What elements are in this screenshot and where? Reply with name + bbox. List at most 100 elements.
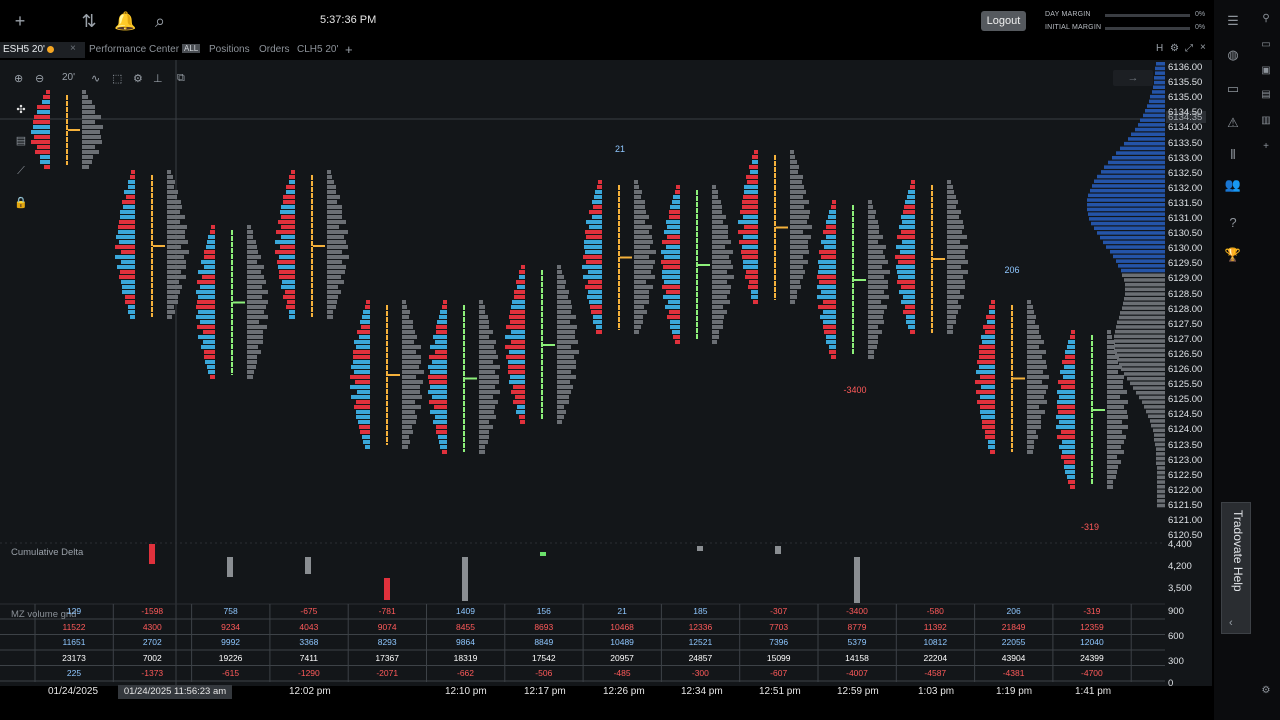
- select-icon[interactable]: ⬚: [112, 73, 123, 85]
- bid-bar: [906, 315, 915, 319]
- bid-bar: [517, 405, 525, 409]
- bid-bar: [275, 250, 295, 254]
- alert-icon[interactable]: ⚠: [1227, 115, 1239, 130]
- indicator-icon[interactable]: ∿: [91, 73, 101, 85]
- volume-bar: [327, 215, 342, 219]
- bid-bar: [753, 300, 758, 304]
- close-icon[interactable]: ×: [1200, 42, 1206, 53]
- bid-bar: [122, 285, 135, 289]
- crosshair-icon[interactable]: ✣: [16, 104, 26, 116]
- volume-bar: [327, 230, 348, 234]
- zoom-in-icon[interactable]: ⊕: [14, 73, 24, 85]
- community-icon[interactable]: 👥: [1224, 177, 1242, 192]
- columns-icon[interactable]: ⦀: [1230, 147, 1236, 162]
- help-icon[interactable]: ?: [1229, 215, 1237, 230]
- tab-esh5[interactable]: ESH5 20': [3, 44, 45, 55]
- bid-bar: [360, 320, 370, 324]
- close-tab-icon[interactable]: ×: [70, 43, 76, 54]
- bid-bar: [979, 350, 995, 354]
- volume-bar: [479, 320, 489, 324]
- profile-bar: [1128, 137, 1165, 141]
- gear-icon[interactable]: ⚙: [1170, 43, 1179, 54]
- bid-bar: [1062, 360, 1075, 364]
- scroll-right-icon[interactable]: →: [1113, 70, 1153, 86]
- mz-grid-cell: -615: [222, 668, 240, 678]
- tab-clh5[interactable]: CLH5 20': [297, 44, 339, 55]
- volume-bar: [1107, 480, 1113, 484]
- settings-icon[interactable]: ⚙: [133, 73, 143, 85]
- sliders-icon[interactable]: ☰: [1227, 13, 1239, 28]
- lock-icon[interactable]: 🔒: [14, 197, 28, 209]
- tab-orders[interactable]: Orders: [259, 44, 290, 55]
- logout-button[interactable]: Logout: [981, 11, 1026, 31]
- chart-area[interactable]: [0, 60, 1212, 686]
- volume-bar: [634, 235, 652, 239]
- add-icon[interactable]: +: [1263, 141, 1269, 152]
- settings-gear-icon[interactable]: ⚙: [1261, 685, 1271, 696]
- volume-bar: [167, 265, 186, 269]
- profile-bar: [1145, 109, 1165, 113]
- add-tab-icon[interactable]: +: [345, 42, 353, 57]
- bid-bar: [118, 225, 135, 229]
- mz-grid-cell: 12521: [688, 637, 713, 647]
- volume-bar: [167, 240, 188, 244]
- trophy-icon[interactable]: 🏆: [1224, 247, 1242, 262]
- book-icon[interactable]: ▥: [1261, 115, 1271, 126]
- tab-performance-center[interactable]: Performance Center: [89, 44, 180, 55]
- h-icon[interactable]: H: [1156, 43, 1164, 54]
- bid-bar: [33, 125, 50, 129]
- volume-bar: [557, 340, 578, 344]
- bid-bar: [983, 325, 995, 329]
- pin-icon[interactable]: ⚲: [1262, 13, 1270, 24]
- plus-icon[interactable]: +: [14, 11, 26, 31]
- footprint-chart[interactable]: 21 206 -3400 -319: [0, 60, 1212, 686]
- bid-bar: [434, 405, 447, 409]
- bid-bar: [910, 330, 915, 334]
- bid-bar: [976, 390, 995, 394]
- bid-bar: [117, 265, 135, 269]
- bid-bar: [981, 385, 995, 389]
- mz-grid-cell: 21849: [1001, 621, 1026, 632]
- bid-bar: [34, 135, 50, 139]
- timeframe-label[interactable]: 20': [62, 72, 76, 83]
- volume-bar: [247, 370, 254, 374]
- bid-bar: [590, 305, 602, 309]
- globe-icon[interactable]: ◍: [1227, 47, 1239, 62]
- chat-icon[interactable]: ▭: [1226, 81, 1240, 96]
- bid-bar: [439, 440, 447, 444]
- copy-icon[interactable]: ⧉: [177, 72, 185, 84]
- note-icon[interactable]: ▤: [15, 135, 27, 147]
- window-icon[interactable]: ▭: [1261, 39, 1271, 50]
- profile-bar: [1124, 297, 1165, 301]
- wallet-icon[interactable]: ▣: [1261, 65, 1271, 76]
- bell-icon[interactable]: 🔔: [114, 11, 137, 31]
- search-icon[interactable]: ⌕: [154, 11, 166, 31]
- profile-bar: [1119, 315, 1165, 320]
- volume-bar: [82, 130, 100, 134]
- help-panel-tab[interactable]: [1221, 502, 1251, 634]
- save-icon[interactable]: ▤: [1261, 89, 1271, 100]
- mz-grid-cell: 8455: [456, 621, 475, 632]
- bars-icon[interactable]: ⊥: [153, 73, 163, 85]
- bid-bar: [818, 305, 836, 309]
- transfer-icon[interactable]: ⇅: [81, 11, 97, 31]
- line-icon[interactable]: ⟋: [17, 165, 25, 177]
- tab-positions[interactable]: Positions: [209, 44, 250, 55]
- profile-bar: [1146, 409, 1165, 414]
- volume-bar: [402, 355, 421, 359]
- help-label[interactable]: Tradovate Help: [1231, 510, 1245, 592]
- mz-grid-cell: 23173: [62, 652, 86, 663]
- volume-bar: [247, 315, 268, 319]
- popout-icon[interactable]: ⤢: [1185, 43, 1193, 54]
- bid-bar: [519, 275, 525, 279]
- collapse-icon[interactable]: ‹: [1229, 617, 1233, 629]
- volume-bar: [1107, 385, 1123, 389]
- volume-bar: [868, 270, 890, 274]
- mz-grid-cell: 7703: [769, 621, 789, 632]
- price-tick: 6123.00: [1168, 454, 1203, 466]
- clock: 5:37:36 PM: [320, 14, 377, 26]
- zoom-out-icon[interactable]: ⊖: [35, 73, 45, 85]
- volume-bar: [479, 400, 498, 404]
- bid-bar: [121, 260, 135, 264]
- bid-bar: [436, 425, 447, 429]
